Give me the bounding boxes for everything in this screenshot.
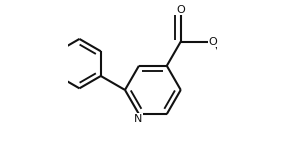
Text: O: O [176, 5, 185, 15]
Text: N: N [134, 114, 142, 124]
Text: O: O [208, 37, 217, 47]
